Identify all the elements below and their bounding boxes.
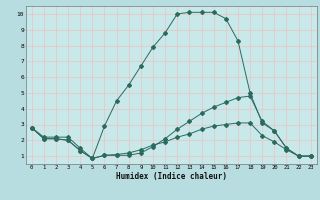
X-axis label: Humidex (Indice chaleur): Humidex (Indice chaleur) <box>116 172 227 181</box>
